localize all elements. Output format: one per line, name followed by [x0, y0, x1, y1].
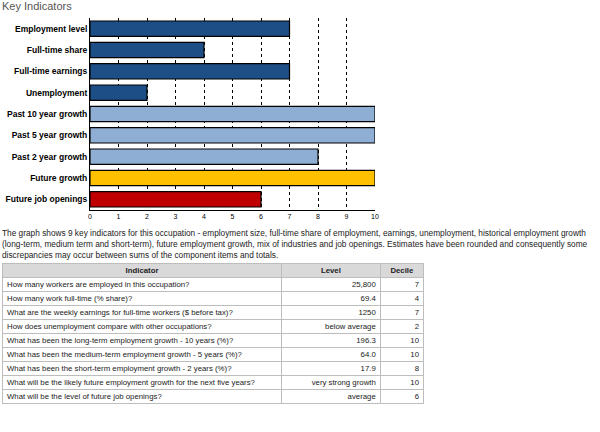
svg-text:Future job openings: Future job openings	[6, 194, 88, 204]
html-text:Decile: Decile	[390, 266, 414, 275]
html-text:What has been the long-term em: What has been the long-term employment g…	[7, 336, 234, 345]
html-text:below average: below average	[325, 322, 376, 331]
html-text:10: 10	[410, 350, 419, 359]
html-text:10: 10	[410, 336, 419, 345]
html-text:How does unemployment compare: How does unemployment compare with other…	[7, 322, 212, 331]
html-text:What are the weekly earnings f: What are the weekly earnings for full-ti…	[7, 308, 233, 317]
html-text:very strong growth: very strong growth	[311, 378, 376, 387]
html-text:64.0: 64.0	[360, 350, 376, 359]
svg-text:Past 2 year growth: Past 2 year growth	[12, 152, 88, 162]
html-text:10: 10	[410, 378, 419, 387]
html-text:7: 7	[414, 280, 419, 289]
svg-text:Employment level: Employment level	[15, 24, 87, 34]
html-text:What has been the short-term e: What has been the short-term employment …	[7, 364, 232, 373]
html-text:What has been the medium-term: What has been the medium-term employment…	[7, 350, 242, 359]
svg-text:5: 5	[231, 213, 235, 220]
svg-text:0: 0	[88, 213, 92, 220]
svg-text:Full-time earnings: Full-time earnings	[14, 66, 87, 76]
html-text:Level: Level	[320, 266, 341, 275]
svg-text:Full-time share: Full-time share	[27, 45, 88, 55]
html-text:1250: 1250	[358, 308, 376, 317]
html-text:7: 7	[414, 308, 419, 317]
html-text:What will be the level of futu: What will be the level of future job ope…	[7, 392, 162, 401]
svg-text:Unemployment: Unemployment	[26, 88, 88, 98]
svg-text:6: 6	[259, 213, 263, 220]
html-text:The graph shows 9 key indicato: The graph shows 9 key indicators for thi…	[2, 228, 588, 260]
svg-text:Past 10 year growth: Past 10 year growth	[7, 109, 87, 119]
svg-text:10: 10	[371, 213, 379, 220]
html-text:How many workers are employed: How many workers are employed in this oc…	[7, 280, 190, 289]
html-text:69.4: 69.4	[360, 294, 376, 303]
html-text:Indicator: Indicator	[125, 266, 159, 275]
svg-text:1: 1	[117, 213, 121, 220]
svg-text:4: 4	[202, 213, 206, 220]
svg-text:2: 2	[145, 213, 149, 220]
html-text:17.9: 17.9	[360, 364, 376, 373]
html-text:What will be the likely future: What will be the likely future employmen…	[7, 378, 255, 387]
html-text:25,800: 25,800	[351, 280, 376, 289]
html-text:2: 2	[414, 322, 419, 331]
html-text:6: 6	[414, 392, 419, 401]
html-text:How many work full-time (% sha: How many work full-time (% share)?	[7, 294, 133, 303]
svg-text:Future growth: Future growth	[30, 173, 87, 183]
html-text:4: 4	[414, 294, 419, 303]
html-text:8: 8	[414, 364, 419, 373]
svg-text:8: 8	[316, 213, 320, 220]
html-text:196.3: 196.3	[356, 336, 376, 345]
html-text:Key Indicators: Key Indicators	[2, 0, 72, 12]
svg-text:9: 9	[345, 213, 349, 220]
html-text:average: average	[347, 392, 376, 401]
svg-text:7: 7	[288, 213, 292, 220]
svg-text:Past 5 year growth: Past 5 year growth	[12, 130, 88, 140]
svg-text:3: 3	[174, 213, 178, 220]
